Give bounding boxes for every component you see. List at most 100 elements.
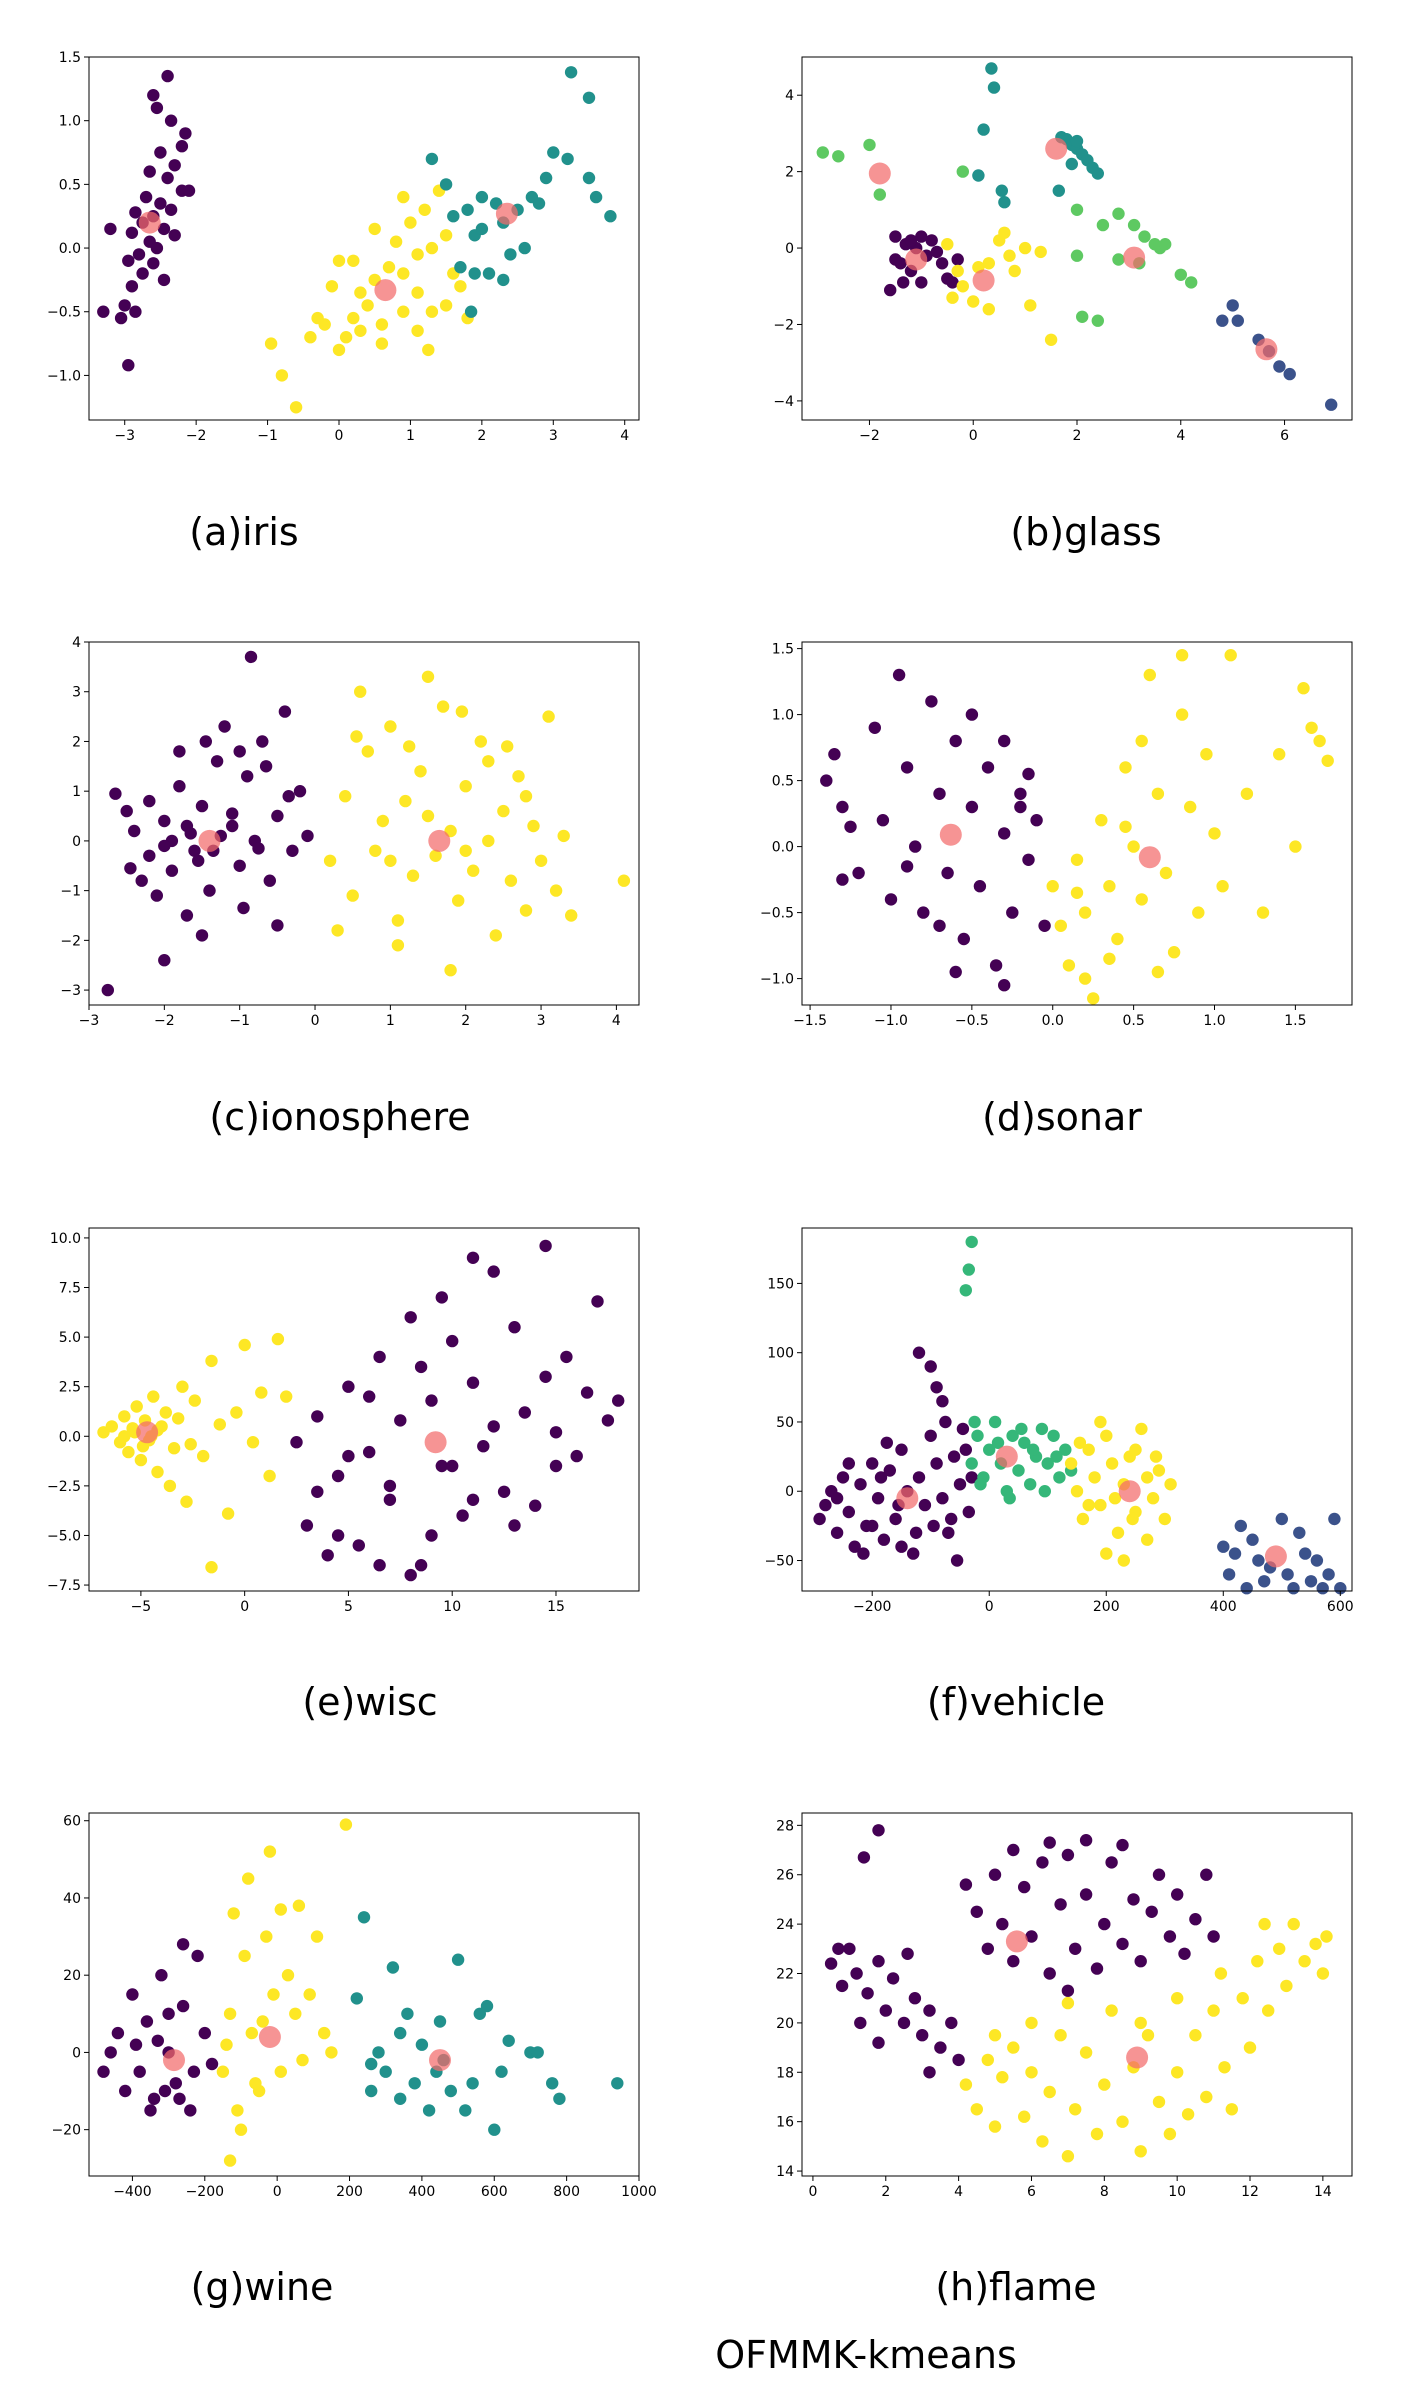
data-point-ionosphere-c0-22 bbox=[150, 889, 163, 902]
x-tick-label-ionosphere-2: −1 bbox=[229, 1013, 250, 1029]
data-point-vehicle-c2-20 bbox=[1129, 1443, 1142, 1456]
data-point-vehicle-c0-9 bbox=[871, 1492, 885, 1505]
centroid-wisc-1 bbox=[424, 1431, 447, 1454]
y-tick-label-flame-4: 22 bbox=[776, 1967, 794, 1983]
data-point-sonar-c1-8 bbox=[1111, 932, 1124, 946]
data-point-ionosphere-c1-2 bbox=[346, 889, 359, 902]
data-point-flame-c0-34 bbox=[1098, 1917, 1111, 1931]
data-point-flame-c1-37 bbox=[1298, 1955, 1311, 1968]
data-point-vehicle-c0-22 bbox=[939, 1415, 952, 1429]
x-tick-label-glass-3: 4 bbox=[1176, 428, 1185, 444]
data-point-iris-c0-19 bbox=[125, 226, 139, 239]
data-point-iris-c2-20 bbox=[497, 273, 510, 287]
data-point-glass-c0-17 bbox=[904, 234, 918, 247]
data-point-ionosphere-c1-1 bbox=[339, 790, 352, 803]
x-tick-label-sonar-5: 1.0 bbox=[1203, 1013, 1225, 1029]
data-point-iris-c1-25 bbox=[389, 235, 403, 248]
data-point-vehicle-c0-17 bbox=[918, 1498, 932, 1512]
data-point-wisc-c1-19 bbox=[487, 1265, 500, 1278]
data-point-flame-c0-38 bbox=[1134, 1955, 1147, 1968]
data-point-flame-c0-53 bbox=[872, 2036, 885, 2049]
centroid-sonar-1 bbox=[1138, 846, 1161, 869]
data-point-vehicle-c2-4 bbox=[1088, 1471, 1101, 1484]
data-point-wisc-c1-3 bbox=[321, 1549, 334, 1562]
chart-iris-points bbox=[97, 66, 617, 414]
data-point-wine-c1-18 bbox=[274, 1903, 287, 1916]
data-point-wine-c2-25 bbox=[553, 2092, 566, 2105]
data-point-flame-c0-36 bbox=[1116, 1937, 1129, 1951]
data-point-ionosphere-c0-20 bbox=[301, 829, 314, 843]
data-point-iris-c0-24 bbox=[132, 248, 146, 261]
data-point-ionosphere-c1-29 bbox=[549, 884, 563, 897]
data-point-ionosphere-c0-27 bbox=[158, 954, 171, 967]
data-point-wine-c2-2 bbox=[365, 2084, 378, 2098]
data-point-flame-c1-8 bbox=[1036, 2135, 1049, 2148]
data-point-iris-c0-9 bbox=[161, 171, 174, 185]
data-point-wisc-c1-21 bbox=[508, 1321, 521, 1334]
data-point-sonar-c1-33 bbox=[1151, 965, 1165, 979]
data-point-vehicle-c0-15 bbox=[907, 1547, 920, 1560]
x-tick-label-vehicle-4: 600 bbox=[1327, 1599, 1354, 1615]
data-point-flame-c1-44 bbox=[1134, 2016, 1147, 2030]
x-tick-label-wine-4: 400 bbox=[409, 2184, 436, 2200]
data-point-wine-c0-10 bbox=[169, 2077, 182, 2090]
data-point-vehicle-c1-18 bbox=[959, 1284, 972, 1297]
data-point-wine-c0-12 bbox=[184, 2104, 197, 2117]
data-point-sonar-c1-2 bbox=[1062, 959, 1076, 972]
data-point-sonar-c1-17 bbox=[1184, 800, 1197, 814]
data-point-ionosphere-c0-10 bbox=[226, 819, 239, 833]
data-point-vehicle-c3-6 bbox=[1252, 1554, 1265, 1567]
data-point-flame-c1-19 bbox=[1134, 2145, 1147, 2158]
data-point-ionosphere-c1-13 bbox=[429, 849, 442, 862]
data-point-glass-c3-9 bbox=[1138, 230, 1151, 243]
data-point-glass-c2-3 bbox=[995, 184, 1008, 197]
data-point-sonar-c1-13 bbox=[1151, 787, 1165, 800]
data-point-iris-c1-7 bbox=[361, 299, 374, 312]
data-point-flame-c1-39 bbox=[1316, 1967, 1330, 1980]
centroid-iris-1 bbox=[374, 279, 397, 302]
data-point-vehicle-c3-3 bbox=[1234, 1519, 1248, 1533]
x-tick-label-ionosphere-6: 3 bbox=[537, 1013, 546, 1029]
data-point-flame-c1-12 bbox=[1069, 2103, 1082, 2116]
y-tick-label-wine-0: −20 bbox=[51, 2123, 81, 2139]
data-point-wisc-c1-23 bbox=[529, 1499, 542, 1512]
data-point-iris-c0-0 bbox=[161, 69, 174, 83]
data-point-vehicle-c0-11 bbox=[883, 1464, 896, 1477]
data-point-wisc-c1-2 bbox=[311, 1410, 324, 1423]
data-point-flame-c0-50 bbox=[1116, 1838, 1129, 1852]
data-point-sonar-c0-3 bbox=[852, 866, 865, 880]
data-point-glass-c3-15 bbox=[1185, 276, 1198, 289]
data-point-flame-c0-11 bbox=[908, 1992, 922, 2005]
axes-frame-ionosphere bbox=[88, 641, 640, 1006]
data-point-ionosphere-c0-1 bbox=[128, 824, 141, 838]
data-point-wisc-c1-24 bbox=[539, 1370, 552, 1384]
data-point-wine-c1-8 bbox=[274, 2065, 287, 2078]
data-point-ionosphere-c1-3 bbox=[354, 685, 367, 698]
x-tick-label-ionosphere-5: 2 bbox=[461, 1013, 470, 1029]
y-tick-label-flame-6: 26 bbox=[776, 1868, 794, 1884]
data-point-vehicle-c2-6 bbox=[1100, 1429, 1113, 1443]
data-point-sonar-c1-16 bbox=[1175, 708, 1189, 721]
data-point-flame-c0-1 bbox=[857, 1851, 871, 1864]
data-point-vehicle-c1-12 bbox=[1035, 1422, 1049, 1436]
y-tick-label-flame-5: 24 bbox=[776, 1917, 794, 1933]
data-point-ionosphere-c1-41 bbox=[350, 730, 363, 743]
data-point-vehicle-c2-21 bbox=[1082, 1498, 1095, 1512]
y-tick-label-vehicle-1: 0 bbox=[785, 1484, 794, 1500]
y-tick-label-wisc-7: 10.0 bbox=[50, 1231, 81, 1247]
y-tick-label-vehicle-0: −50 bbox=[764, 1554, 794, 1570]
y-tick-label-sonar-1: −0.5 bbox=[760, 906, 794, 922]
data-point-wine-c1-26 bbox=[220, 2038, 233, 2051]
data-point-sonar-c0-20 bbox=[998, 827, 1011, 840]
x-tick-label-wine-6: 800 bbox=[553, 2184, 580, 2200]
data-point-wine-c1-6 bbox=[260, 1930, 273, 1943]
data-point-vehicle-c2-14 bbox=[1146, 1492, 1160, 1505]
data-point-flame-c0-20 bbox=[970, 1905, 983, 1919]
data-point-ionosphere-c0-24 bbox=[218, 720, 231, 733]
y-tick-label-wisc-1: −5.0 bbox=[47, 1528, 81, 1544]
data-point-vehicle-c0-19 bbox=[927, 1519, 940, 1533]
centroid-glass-3 bbox=[868, 162, 891, 185]
data-point-glass-c4-2 bbox=[1231, 314, 1245, 327]
data-point-flame-c1-28 bbox=[1218, 2061, 1231, 2074]
data-point-wine-c2-7 bbox=[401, 2007, 414, 2021]
